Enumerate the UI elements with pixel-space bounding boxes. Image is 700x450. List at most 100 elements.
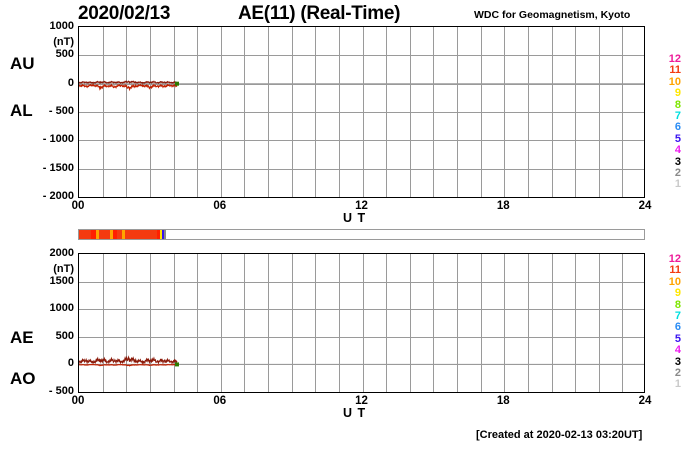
y-axis-tick-label: 1500 [49, 274, 74, 287]
grid-lines-bottom [79, 254, 644, 392]
grid-line-vertical [221, 254, 222, 392]
grid-line-vertical [504, 27, 505, 197]
grid-line-vertical [315, 254, 316, 392]
grid-line-vertical [221, 27, 222, 197]
grid-line-vertical [457, 27, 458, 197]
data-end-marker [175, 362, 179, 367]
grid-line-horizontal [79, 84, 644, 85]
grid-line-vertical [410, 27, 411, 197]
y-axis-tick-label: - 2000 [42, 190, 74, 202]
legend-item-7: 7 [674, 110, 681, 123]
grid-line-vertical [244, 254, 245, 392]
y-axis-tick-label: 0 [67, 357, 74, 370]
status-segment [95, 230, 100, 239]
legend-item-12: 12 [668, 53, 681, 65]
grid-line-horizontal [79, 337, 644, 338]
status-segment [113, 230, 118, 239]
grid-line-vertical [363, 27, 364, 197]
created-timestamp: [Created at 2020-02-13 03:20UT] [476, 429, 643, 441]
grid-line-vertical [126, 27, 127, 197]
legend-item-2: 2 [674, 367, 681, 380]
grid-line-vertical [552, 27, 553, 197]
data-traces-ae-ao [79, 254, 644, 392]
grid-line-vertical [268, 254, 269, 392]
grid-line-vertical [197, 27, 198, 197]
y-axis-tick-label: - 500 [48, 385, 74, 397]
grid-line-vertical [575, 254, 576, 392]
y-axis-unit-top: (nT) [53, 36, 74, 48]
x-axis-tick-label: 06 [213, 200, 227, 212]
legend-item-7: 7 [674, 310, 681, 323]
legend-item-5: 5 [674, 132, 681, 145]
legend-item-11: 11 [669, 64, 681, 77]
grid-line-vertical [552, 254, 553, 392]
grid-line-vertical [481, 27, 482, 197]
legend-item-9: 9 [674, 87, 681, 100]
grid-line-vertical [528, 27, 529, 197]
grid-line-vertical [292, 254, 293, 392]
legend-item-11: 11 [669, 264, 681, 277]
color-legend-top: 12 11 10 9 8 7 6 5 4 3 2 1 [655, 53, 681, 191]
legend-item-6: 6 [674, 121, 681, 134]
grid-line-vertical [126, 254, 127, 392]
x-axis-title-top: U T [343, 211, 367, 225]
plot-date: 2020/02/13 [78, 3, 171, 24]
status-segment [99, 230, 110, 239]
data-end-marker [175, 81, 179, 86]
x-axis-tick-label: 12 [355, 200, 368, 212]
legend-item-12: 12 [668, 253, 681, 265]
data-traces-au-al [79, 27, 644, 197]
chart-ae-ao [78, 253, 645, 393]
grid-line-vertical [292, 27, 293, 197]
x-axis-tick-label: 24 [638, 200, 652, 212]
grid-line-vertical [315, 27, 316, 197]
grid-line-vertical [386, 254, 387, 392]
grid-line-vertical [622, 27, 623, 197]
grid-line-vertical [433, 27, 434, 197]
grid-line-vertical [410, 254, 411, 392]
grid-line-horizontal [79, 169, 644, 170]
grid-line-vertical [622, 254, 623, 392]
grid-line-horizontal [79, 282, 644, 283]
grid-line-vertical [599, 27, 600, 197]
legend-item-8: 8 [674, 298, 681, 311]
trace-au [79, 80, 178, 85]
legend-item-9: 9 [674, 287, 681, 300]
grid-line-vertical [363, 254, 364, 392]
legend-item-10: 10 [668, 275, 681, 288]
grid-line-horizontal [79, 112, 644, 113]
series-label-al: AL [10, 101, 33, 120]
grid-line-vertical [174, 254, 175, 392]
legend-item-8: 8 [674, 98, 681, 111]
grid-line-vertical [150, 27, 151, 197]
status-segment [157, 230, 160, 239]
grid-line-vertical [244, 27, 245, 197]
legend-item-3: 3 [674, 355, 681, 368]
legend-item-1: 1 [674, 178, 681, 191]
attribution-text: WDC for Geomagnetism, Kyoto [474, 9, 631, 21]
grid-line-vertical [197, 254, 198, 392]
trace-ao [79, 363, 178, 367]
y-axis-tick-label: 0 [67, 76, 74, 89]
grid-line-vertical [150, 254, 151, 392]
x-axis-tick-label: 00 [71, 200, 85, 212]
grid-line-vertical [457, 254, 458, 392]
legend-item-10: 10 [668, 75, 681, 88]
grid-line-vertical [386, 27, 387, 197]
legend-item-1: 1 [674, 378, 681, 391]
grid-line-vertical [174, 27, 175, 197]
status-segment [159, 230, 162, 239]
grid-line-vertical [433, 254, 434, 392]
x-axis-tick-label: 12 [355, 395, 368, 407]
grid-line-vertical [268, 27, 269, 197]
data-availability-bar [78, 229, 645, 240]
y-axis-tick-label: - 1500 [42, 161, 74, 174]
status-segment [109, 230, 114, 239]
x-axis-tick-label: 18 [496, 200, 510, 212]
grid-line-horizontal [79, 309, 644, 310]
color-legend-bottom: 12 11 10 9 8 7 6 5 4 3 2 1 [655, 253, 681, 391]
legend-item-4: 4 [674, 344, 681, 357]
status-segment [79, 230, 92, 239]
grid-line-vertical [339, 254, 340, 392]
